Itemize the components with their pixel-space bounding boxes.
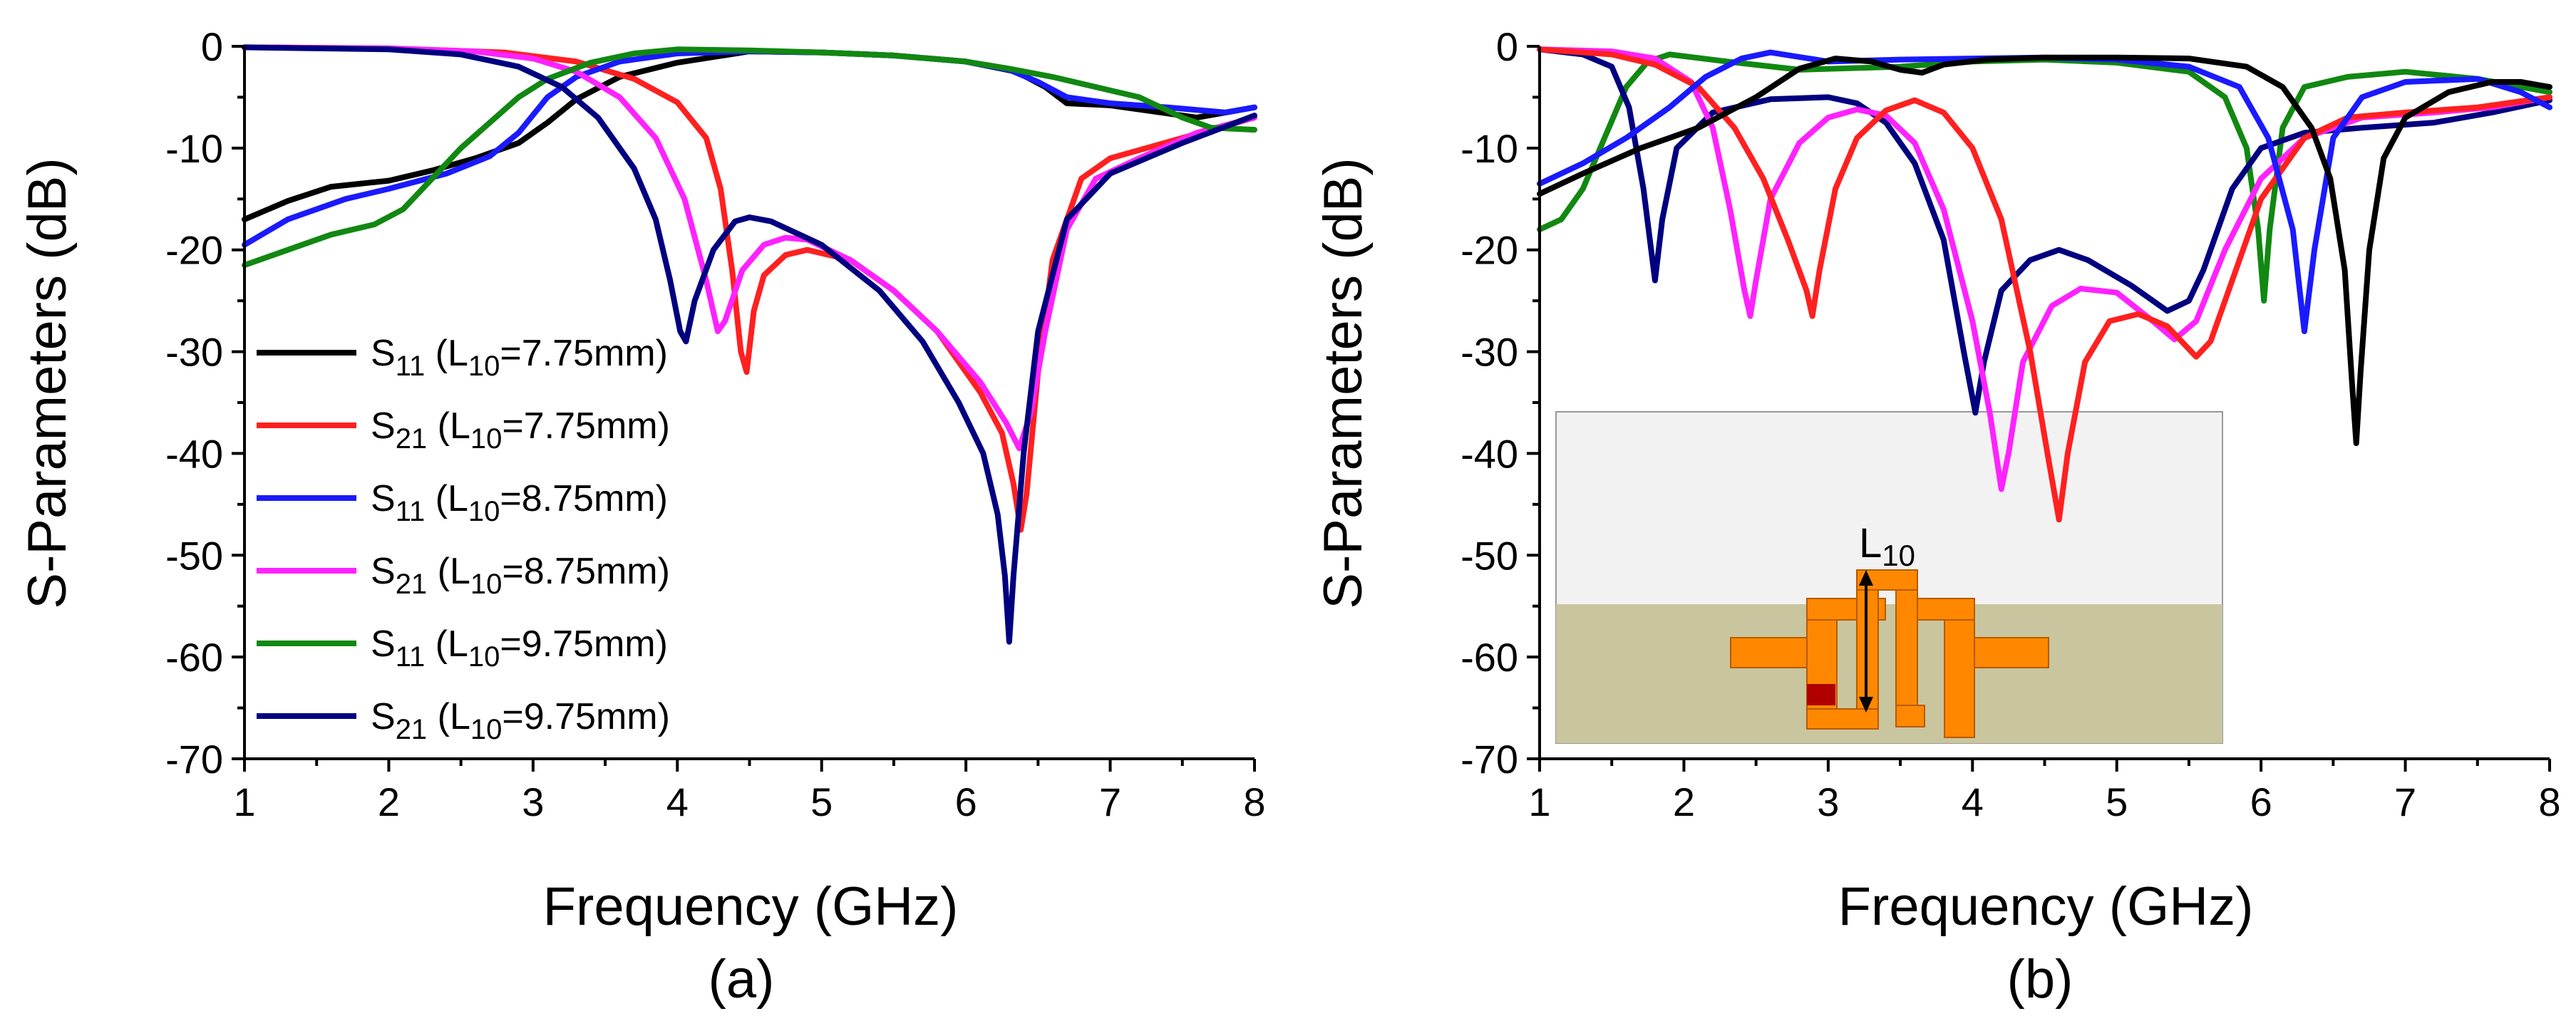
panel-a-label: (a) (709, 949, 775, 1010)
panel-b-y-tick-label: 0 (1496, 24, 1518, 69)
panel-b-series-3 (1537, 46, 2552, 523)
panel-a-y-tick-label: -60 (165, 635, 223, 680)
panel-b-x-tick-label: 5 (2106, 779, 2128, 824)
panel-b-x-tick-label: 8 (2538, 779, 2560, 824)
panel-a-y-tick-label: 0 (201, 24, 223, 69)
panel-a-series-5 (242, 44, 1257, 645)
legend-label-5: S21 (L10=9.75mm) (371, 696, 670, 745)
panel-a-y-tick-label: -70 (165, 737, 223, 782)
panel-b-y-tick-label: -70 (1460, 737, 1518, 782)
panel-b-x-tick-label: 4 (1962, 779, 1984, 824)
panel-a: S-Parameters (dB) Frequency (GHz) (a) 1 2… (17, 24, 1266, 1010)
panel-a-legend: S11 (L10=7.75mm) S21 (L10=7.75mm) S11 (L10… (257, 333, 670, 745)
panel-b-x-tick-label: 7 (2394, 779, 2416, 824)
legend-label-4: S11 (L10=9.75mm) (371, 623, 668, 673)
panel-b-x-axis-title: Frequency (GHz) (1838, 876, 2254, 937)
panel-b-series-0 (1537, 51, 2552, 304)
panel-b-y-tick-label: -40 (1460, 431, 1518, 476)
panel-b-y-tick-label: -60 (1460, 635, 1518, 680)
panel-a-y-tick-label: -40 (165, 431, 223, 476)
legend-label-0: S11 (L10=7.75mm) (371, 333, 668, 382)
panel-a-y-axis-title: S-Parameters (dB) (17, 157, 78, 609)
panel-a-x-axis-title: Frequency (GHz) (543, 876, 959, 937)
inset-substrate (1556, 604, 2222, 743)
panel-b-series-4 (1537, 49, 2552, 334)
panel-b-x-tick-label: 2 (1673, 779, 1695, 824)
legend-label-2: S11 (L10=8.75mm) (371, 478, 668, 527)
panel-a-y-tick-label: -20 (165, 228, 223, 273)
panel-b-label: (b) (2007, 949, 2073, 1010)
panel-a-x-tick-label: 5 (810, 779, 833, 824)
panel-a-curves (242, 44, 1257, 645)
panel-a-x-tick-label: 2 (378, 779, 400, 824)
panel-a-x-tick-label: 1 (233, 779, 255, 824)
panel-b-series-5 (1537, 54, 2552, 447)
panel-a-y-tick-label: -30 (165, 330, 223, 375)
panel-a-axes: 1 2 3 4 5 6 7 8 0 -10 -20 -30 -40 -50 -60 -70 (165, 24, 1266, 824)
panel-b: S-Parameters (dB) Frequency (GHz) (b) (1313, 24, 2561, 1010)
panel-a-series-4 (242, 46, 1257, 269)
panel-a-x-tick-label: 7 (1099, 779, 1121, 824)
legend-label-1: S21 (L10=7.75mm) (371, 405, 670, 455)
inset-dimension-label: L10 (1859, 520, 1915, 572)
panel-b-axes: 1 2 3 4 5 6 7 8 0 -10 -20 -30 -40 -50 -60 -70 (1460, 24, 2561, 824)
panel-b-y-tick-label: -10 (1460, 126, 1518, 171)
panel-b-curves (1537, 46, 2552, 523)
panel-a-x-tick-label: 4 (666, 779, 689, 824)
panel-a-x-tick-label: 8 (1243, 779, 1265, 824)
panel-a-series-3 (242, 44, 1257, 452)
panel-a-series-1 (242, 44, 1257, 533)
panel-a-y-tick-label: -50 (165, 533, 223, 578)
resonator-shape (1730, 569, 2049, 738)
legend-label-3: S21 (L10=8.75mm) (371, 551, 670, 600)
panel-b-y-tick-label: -50 (1460, 533, 1518, 578)
panel-a-y-tick-label: -10 (165, 126, 223, 171)
panel-a-series-0 (242, 48, 1257, 222)
structure-inset: L10 (1555, 411, 2223, 744)
panel-b-y-tick-label: -20 (1460, 228, 1518, 273)
dimension-arrow-bottom (1859, 697, 1873, 712)
panel-b-series-2 (1537, 46, 2552, 492)
port-marker (1807, 684, 1835, 705)
panel-a-x-tick-label: 3 (522, 779, 544, 824)
panel-b-x-tick-label: 3 (1817, 779, 1839, 824)
panel-b-series-1 (1537, 46, 2552, 416)
panel-b-y-tick-label: -30 (1460, 330, 1518, 375)
panel-b-y-axis-title: S-Parameters (dB) (1313, 157, 1374, 609)
panel-b-x-tick-label: 6 (2250, 779, 2272, 824)
dimension-arrow-top (1859, 570, 1873, 586)
panel-a-x-tick-label: 6 (955, 779, 977, 824)
panel-b-x-tick-label: 1 (1528, 779, 1550, 824)
